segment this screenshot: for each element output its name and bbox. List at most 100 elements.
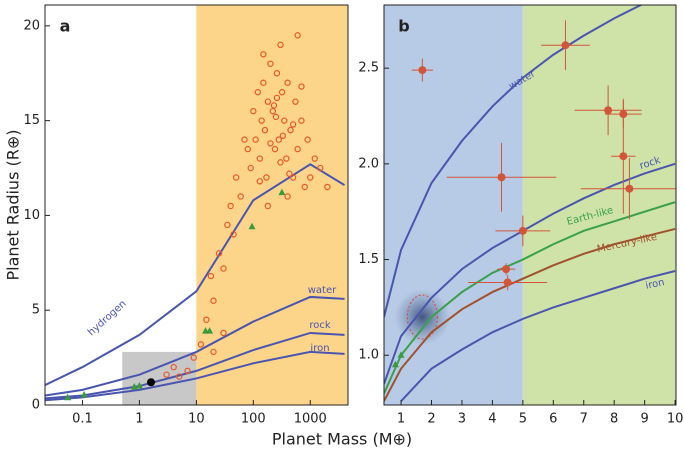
planet-point — [497, 173, 506, 182]
y-tick-label: 0 — [32, 398, 40, 413]
x-tick-label: 9 — [640, 412, 648, 427]
exoplanet-point — [287, 126, 294, 134]
curve-label: water — [308, 285, 337, 296]
exoplanet-point — [277, 41, 284, 49]
solar-system-point — [130, 382, 138, 390]
exoplanet-point — [278, 89, 286, 96]
planet-point — [503, 278, 512, 287]
highlight-planet — [147, 378, 156, 387]
exoplanet-point — [284, 79, 291, 86]
curve-label: hydrogen — [86, 298, 129, 338]
exoplanet-point — [264, 202, 272, 210]
model-curve — [45, 163, 346, 386]
exoplanet-point — [210, 297, 217, 304]
exoplanet-point — [284, 193, 291, 200]
exoplanet-point — [307, 174, 314, 181]
exoplanet-point — [256, 178, 263, 185]
planet-point — [561, 41, 570, 50]
curve-label: iron — [310, 343, 329, 354]
x-tick-label: 10 — [667, 412, 684, 427]
exoplanet-point — [247, 164, 254, 172]
exoplanet-point — [273, 70, 281, 77]
exoplanet-point — [163, 371, 170, 378]
y-tick-label: 10 — [23, 208, 40, 223]
y-axis-label: Planet Radius (R⊕) — [4, 130, 23, 281]
y-tick-label: 1.0 — [358, 348, 379, 363]
exoplanet-point — [286, 170, 293, 177]
solar-system-point — [391, 360, 399, 368]
exoplanet-point — [254, 89, 262, 96]
exoplanet-point — [263, 174, 270, 181]
model-curve — [384, 201, 676, 394]
exoplanet-point — [294, 32, 301, 39]
exoplanet-point — [277, 159, 284, 166]
exoplanet-point — [220, 329, 227, 337]
exoplanet-point — [232, 174, 240, 181]
exoplanet-point — [230, 231, 237, 238]
curve-label: rock — [309, 320, 331, 331]
panel-label: b — [398, 17, 409, 36]
x-tick-label: 7 — [580, 412, 588, 427]
exoplanet-point — [273, 94, 281, 102]
exoplanet-point — [190, 354, 197, 361]
exoplanet-point — [289, 174, 297, 181]
exoplanet-point — [272, 113, 280, 121]
exoplanet-point — [270, 102, 278, 109]
exoplanet-point — [215, 250, 223, 257]
exoplanet-point — [197, 341, 205, 348]
x-tick-label: 1 — [397, 412, 405, 427]
exoplanet-point — [184, 367, 191, 375]
exoplanet-point — [271, 145, 279, 153]
exoplanet-point — [224, 221, 231, 229]
x-tick-label: 10 — [188, 412, 205, 427]
exoplanet-point — [207, 272, 215, 280]
blob-outline — [406, 294, 438, 340]
exoplanet-point — [294, 145, 301, 153]
solar-system-point — [206, 327, 214, 334]
solar-system-point — [64, 393, 72, 401]
exoplanet-point — [176, 373, 183, 380]
x-tick-label: 4 — [488, 412, 496, 427]
model-curve — [384, 5, 644, 318]
model-curve — [45, 295, 345, 397]
planet-point — [502, 265, 511, 274]
exoplanet-point — [220, 265, 227, 272]
x-tick-label: 2 — [427, 412, 435, 427]
exoplanet-point — [324, 183, 331, 191]
exoplanet-point — [311, 155, 318, 162]
x-tick-label: 6 — [549, 412, 557, 427]
exoplanet-point — [269, 107, 277, 115]
solar-system-point — [80, 390, 88, 398]
y-tick-label: 2.5 — [358, 61, 379, 76]
solar-system-point — [135, 382, 143, 389]
exoplanet-point — [267, 140, 274, 147]
planet-point — [619, 152, 628, 161]
exoplanet-point — [261, 126, 269, 134]
exoplanet-point — [203, 316, 210, 323]
panel-label: a — [60, 17, 71, 36]
y-tick-label: 5 — [32, 303, 40, 318]
x-tick-label: 100 — [241, 412, 266, 427]
exoplanet-point — [301, 183, 308, 191]
shaded-region — [522, 5, 676, 405]
exoplanet-point — [283, 155, 290, 162]
x-tick-label: 3 — [458, 412, 466, 427]
exoplanet-point — [317, 164, 324, 172]
mass-radius-blob — [394, 288, 451, 345]
x-tick-label: 1000 — [294, 412, 327, 427]
planet-point — [604, 106, 613, 115]
plot-area — [384, 5, 676, 405]
exoplanet-point — [237, 193, 244, 200]
x-tick-label: 0.1 — [72, 412, 93, 427]
exoplanet-point — [275, 136, 282, 143]
solar-system-point — [397, 351, 405, 358]
plot-area — [45, 5, 348, 405]
exoplanet-point — [289, 121, 297, 128]
planet-point — [418, 66, 427, 75]
exoplanet-point — [281, 117, 288, 124]
y-tick-label: 15 — [23, 113, 40, 128]
y-tick-label: 2.0 — [358, 156, 379, 171]
solar-system-point — [278, 188, 286, 196]
exoplanet-point — [256, 155, 263, 162]
